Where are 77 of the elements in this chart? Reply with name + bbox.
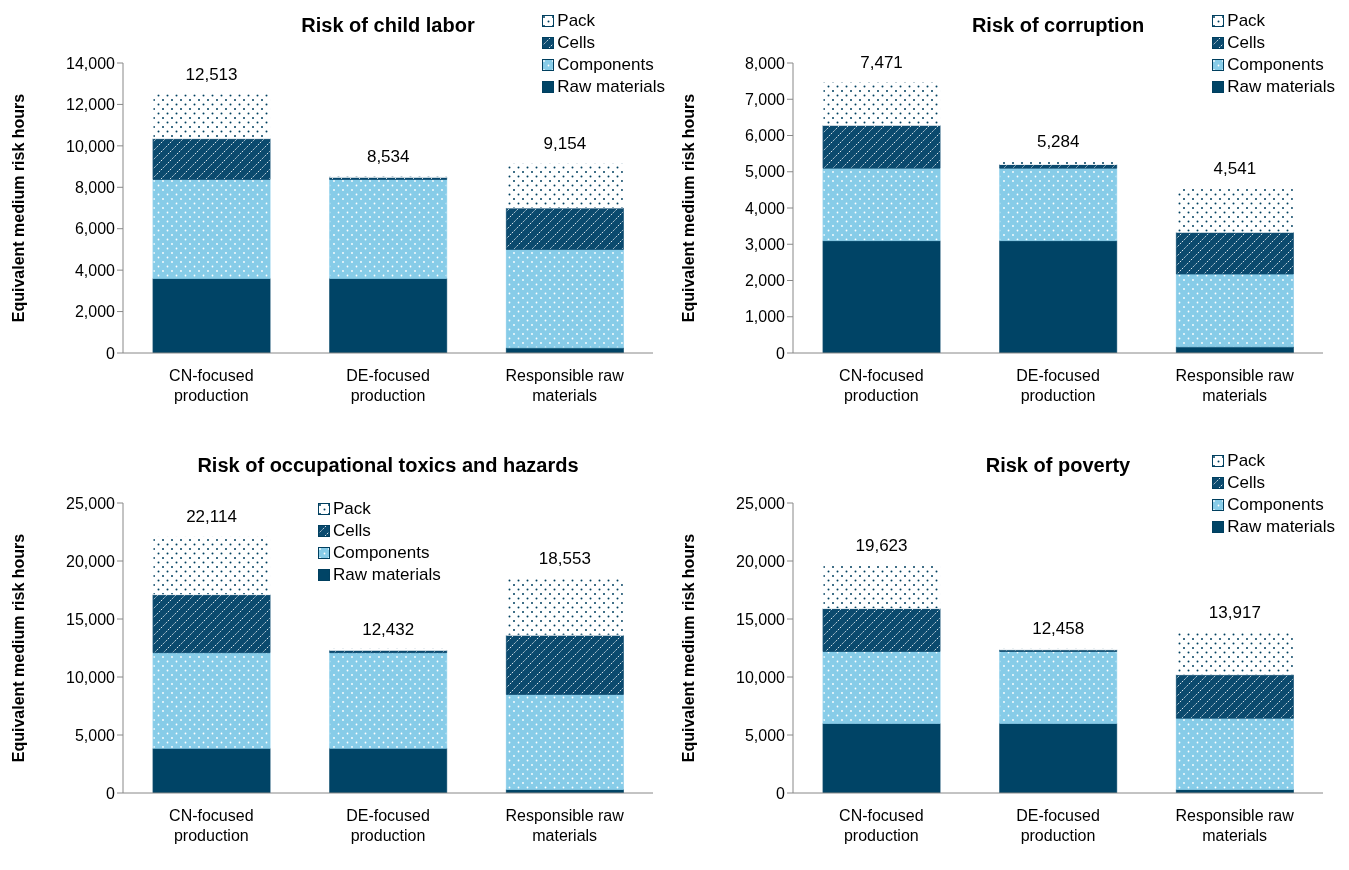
- legend-label: Cells: [1227, 472, 1266, 494]
- y-tick-label: 1,000: [744, 308, 786, 326]
- x-tick-label: Responsible raw materials: [505, 807, 625, 844]
- y-tick-label: 0: [776, 784, 786, 802]
- legend-label: Pack: [1227, 10, 1266, 32]
- y-tick-label: 6,000: [744, 127, 786, 145]
- total-label: 19,623: [855, 536, 908, 556]
- y-tick-label: 25,000: [66, 494, 116, 512]
- legend-label: Components: [1227, 54, 1324, 76]
- total-label: 9,154: [543, 134, 587, 154]
- y-tick-label: 0: [106, 784, 116, 802]
- y-tick-label: 20,000: [66, 552, 116, 570]
- y-tick-label: 0: [776, 344, 786, 362]
- total-label: 12,432: [362, 619, 415, 639]
- legend-label: Pack: [1227, 450, 1266, 472]
- legend-label: Cells: [1227, 32, 1266, 54]
- legend-label: Cells: [333, 520, 371, 542]
- y-tick-label: 20,000: [736, 552, 786, 570]
- y-tick-label: 4,000: [744, 199, 786, 217]
- x-tick-label: DE-focused production: [346, 367, 430, 404]
- y-tick-label: 6,000: [74, 220, 116, 238]
- y-tick-label: 25,000: [736, 494, 786, 512]
- y-tick-label: 10,000: [736, 668, 786, 686]
- y-tick-label: 2,000: [744, 272, 786, 290]
- total-label: 4,541: [1213, 159, 1257, 179]
- legend-label: Components: [333, 542, 430, 564]
- y-tick-label: 3,000: [744, 235, 786, 253]
- legend-label: Raw materials: [557, 76, 665, 98]
- legend-label: Pack: [557, 10, 596, 32]
- y-tick-label: 7,000: [744, 90, 786, 108]
- chart-title: Risk of child labor: [301, 14, 475, 36]
- y-axis-title: Equivalent medium risk hours: [679, 93, 697, 323]
- total-label: 12,513: [185, 64, 238, 84]
- total-label: 12,458: [1032, 619, 1085, 639]
- y-tick-label: 0: [106, 344, 116, 362]
- x-tick-label: Responsible raw materials: [1175, 807, 1295, 844]
- total-label: 13,917: [1208, 602, 1261, 622]
- total-label: 5,284: [1036, 132, 1080, 152]
- y-tick-label: 8,000: [744, 54, 786, 72]
- total-label: 18,553: [538, 548, 591, 568]
- y-tick-label: 5,000: [744, 163, 786, 181]
- y-tick-label: 10,000: [66, 137, 116, 155]
- y-tick-label: 4,000: [74, 261, 116, 279]
- chart-title: Risk of corruption: [971, 14, 1145, 36]
- y-tick-label: 8,000: [74, 178, 116, 196]
- x-tick-label: DE-focused production: [1016, 367, 1100, 404]
- x-tick-label: Responsible raw materials: [505, 367, 625, 404]
- y-tick-label: 5,000: [744, 726, 786, 744]
- y-tick-label: 14,000: [66, 54, 116, 72]
- legend-label: Components: [1227, 494, 1324, 516]
- x-tick-label: CN-focused production: [169, 367, 254, 404]
- y-tick-label: 12,000: [66, 96, 116, 114]
- y-axis-title: Equivalent medium risk hours: [9, 533, 27, 763]
- legend-label: Raw materials: [1227, 516, 1335, 538]
- y-tick-label: 2,000: [74, 303, 116, 321]
- x-tick-label: CN-focused production: [839, 367, 924, 404]
- x-tick-label: CN-focused production: [169, 807, 254, 844]
- y-tick-label: 10,000: [66, 668, 116, 686]
- total-label: 7,471: [860, 53, 903, 73]
- y-axis-title: Equivalent medium risk hours: [679, 533, 697, 763]
- total-label: 8,534: [366, 147, 410, 167]
- x-tick-label: Responsible raw materials: [1175, 367, 1295, 404]
- legend-label: Components: [557, 54, 654, 76]
- y-axis-title: Equivalent medium risk hours: [9, 93, 27, 323]
- legend-label: Raw materials: [333, 564, 441, 586]
- x-tick-label: DE-focused production: [346, 807, 430, 844]
- x-tick-label: DE-focused production: [1016, 807, 1100, 844]
- chart-title: Risk of poverty: [985, 454, 1131, 476]
- x-tick-label: CN-focused production: [839, 807, 924, 844]
- total-label: 22,114: [186, 507, 237, 527]
- y-tick-label: 5,000: [74, 726, 116, 744]
- y-tick-label: 15,000: [736, 610, 786, 628]
- legend-label: Cells: [557, 32, 596, 54]
- legend-label: Raw materials: [1227, 76, 1335, 98]
- chart-title: Risk of occupational toxics and hazards: [196, 454, 580, 477]
- y-tick-label: 15,000: [66, 610, 116, 628]
- legend-label: Pack: [333, 498, 371, 520]
